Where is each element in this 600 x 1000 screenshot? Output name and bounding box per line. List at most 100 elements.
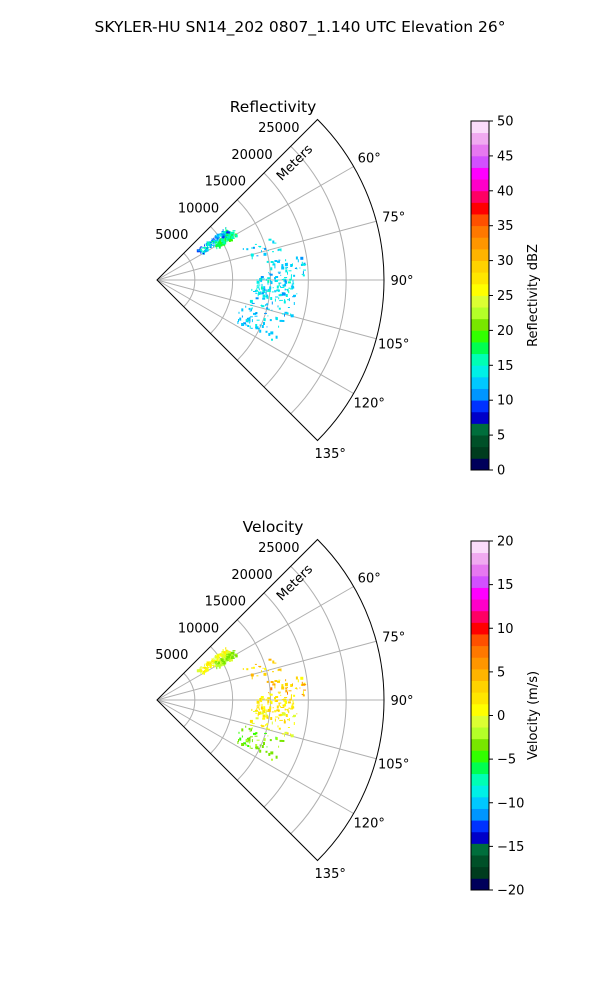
radar-gate [290,314,294,318]
radar-gate [278,668,282,671]
radar-gate [263,322,265,325]
radar-gate [256,280,260,284]
range-tick-label: 25000 [258,541,299,556]
radar-gate [202,247,204,249]
radar-gate [261,670,262,673]
radar-gate [219,233,222,236]
radar-gate [270,700,272,702]
radar-gate [204,671,205,675]
radar-gate [265,698,267,701]
radar-gate [268,332,271,336]
radar-gate [257,284,261,286]
radar-gate [286,682,288,684]
radar-gate [262,714,266,718]
radar-gate [213,245,214,248]
radar-gate [278,297,280,300]
radar-gate [260,701,263,703]
radar-gate [226,653,229,655]
radar-gate [278,307,281,310]
radar-gate [290,705,294,707]
reflectivity-panel: Reflectivity60°75°90°105°120°135°5000100… [155,98,541,479]
radar-gate [267,281,269,285]
radar-gate [258,705,260,708]
radar-gate [258,713,261,715]
radar-gate [243,322,247,325]
radar-gate [280,248,282,252]
colorbar-label: Reflectivity dBZ [526,244,541,347]
radar-gate [284,277,288,278]
radar-gate [214,656,216,659]
radar-gate [295,687,297,689]
radar-gate [207,661,210,665]
radar-gate [255,744,258,747]
radar-gate [266,727,269,730]
azimuth-tick-label: 90° [390,274,413,289]
radar-gate [197,669,201,672]
radar-gate [262,247,264,249]
azimuth-tick-label: 75° [382,211,405,226]
radar-gate [261,325,264,328]
radar-gate [280,285,282,288]
radar-gate [200,671,202,673]
radar-gate [255,732,258,735]
colorbar-tick-label: 20 [497,324,514,339]
radar-gate [288,287,291,289]
radar-gate [291,286,295,289]
radar-gate [263,286,266,290]
colorbar-swatch [471,703,489,716]
radar-gate [265,711,267,715]
radar-gate [230,654,233,658]
radar-gate [258,711,262,714]
radar-gate [288,718,290,722]
radar-gate [247,737,251,741]
radar-gate [255,712,258,714]
colorbar-tick-label: 25 [497,289,514,304]
panel-title: Reflectivity [230,98,317,116]
colorbar-swatch [471,307,489,320]
radar-gate [207,666,209,668]
radar-gates [196,227,307,341]
radar-gate [260,706,263,710]
azimuth-tick-label: 135° [315,447,346,462]
radar-gate [270,751,274,755]
radar-gate [251,247,253,249]
radar-gate [259,744,261,747]
radar-gate [265,750,268,753]
radar-gate [251,256,253,260]
radar-gate [260,286,263,290]
radar-gate [259,277,261,281]
radar-gate [199,667,201,670]
radar-gate [210,661,212,663]
radar-gate [275,736,277,740]
radar-gate [245,305,247,308]
radar-gate [267,728,270,730]
radar-gate [253,291,256,292]
radar-gate [302,691,304,695]
radar-gate [236,235,238,237]
radar-gate [215,655,217,656]
colorbar-swatch [471,400,489,413]
radar-gate [249,745,251,749]
radar-gate [207,241,210,245]
radar-gate [287,709,289,712]
radar-gate [226,661,228,663]
radar-gate [287,719,289,721]
radar-gate [277,271,281,273]
radar-gate [258,665,262,667]
radar-gate [284,731,288,734]
radar-gate [288,270,292,272]
radar-gate [226,241,228,243]
range-tick-label: 20000 [231,148,272,163]
radar-gate [210,241,212,243]
range-tick-label: 5000 [155,228,188,243]
radar-gate [246,737,248,739]
colorbar-swatch [471,144,489,157]
radar-gate [284,708,286,711]
radar-gate [238,319,239,322]
radar-gate [225,649,228,652]
radar-gate [279,299,283,301]
azimuth-tick-label: 90° [390,694,413,709]
radar-gate [262,297,266,300]
radar-gate [292,279,294,283]
radar-gate [296,713,298,715]
